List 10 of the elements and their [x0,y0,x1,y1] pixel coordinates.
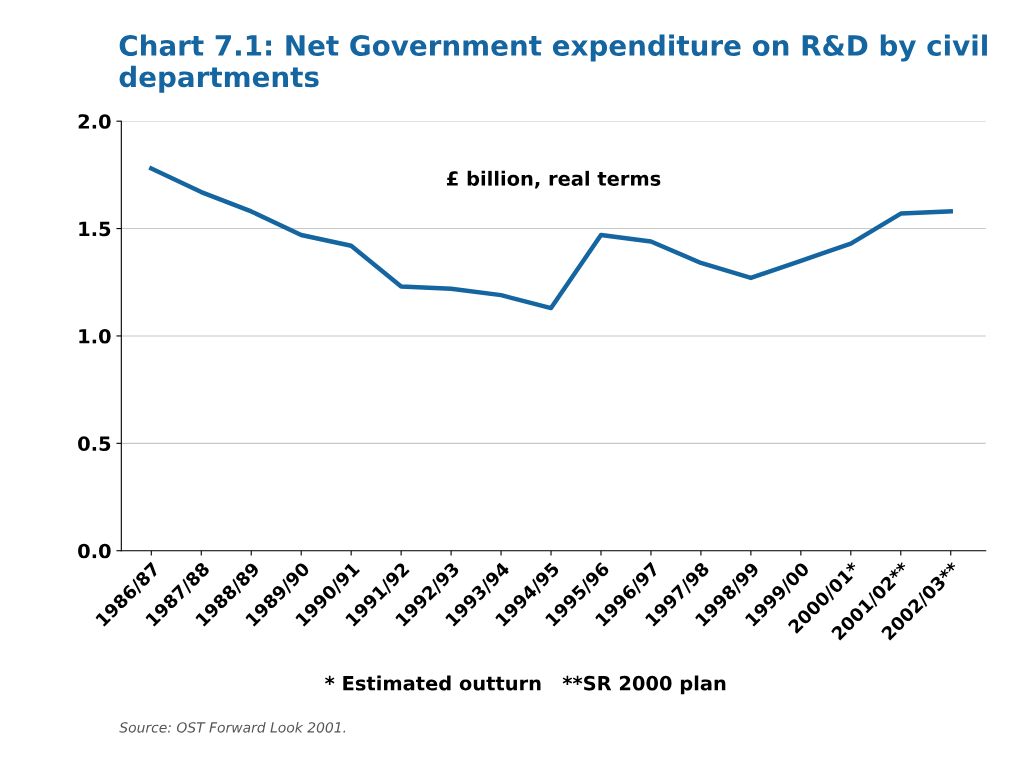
text: * Estimated outturn **SR 2000 plan [325,675,726,695]
y-tick-label: 0.5 [78,436,111,451]
line-series [149,166,953,311]
y-tick-label: 2.0 [78,114,111,129]
chart-title: Chart 7.1: Net Government expenditure on R&D by civil departments [119,34,987,93]
y-tick-label: 0.0 [78,543,111,559]
annotation: £ billion, real terms [446,170,661,189]
source-note: Source: OST Forward Look 2001. [119,721,346,733]
y-tick-label: 1.5 [79,221,111,237]
y-tick-label: 1.0 [79,328,111,344]
